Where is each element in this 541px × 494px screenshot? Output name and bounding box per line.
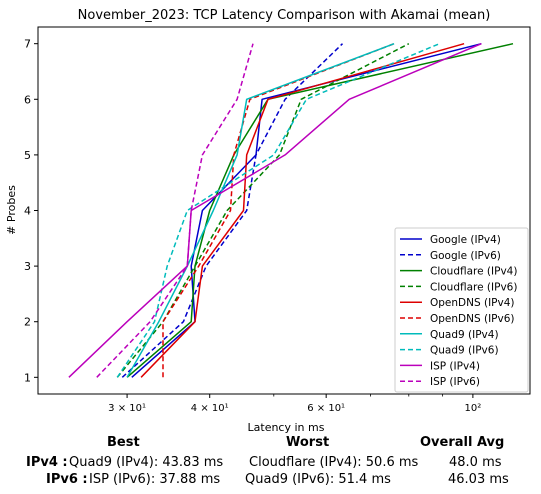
plot-area: 1 2 3 4 5 6 7 3 × 10¹ 4 × 10¹ 6 × 10¹ 10² — [24, 26, 531, 414]
legend-box — [394, 227, 529, 393]
legend-label: OpenDNS (IPv6) — [430, 313, 515, 325]
x-tick-label: 10² — [465, 403, 482, 414]
x-axis-label: Latency in ms — [248, 421, 325, 434]
legend-label: ISP (IPv4) — [430, 360, 480, 372]
legend-label: Google (IPv4) — [430, 234, 501, 246]
y-tick-label: 5 — [24, 149, 31, 162]
series-line-5 — [162, 43, 395, 378]
legend: Google (IPv4) Google (IPv6) Cloudflare (IP… — [394, 227, 529, 393]
legend-label: Quad9 (IPv6) — [430, 345, 499, 357]
y-tick-label: 4 — [24, 205, 31, 218]
legend-label: Cloudflare (IPv6) — [430, 281, 517, 293]
x-tick-label: 6 × 10¹ — [307, 403, 345, 414]
y-tick-label: 7 — [24, 38, 31, 51]
y-tick-label: 1 — [24, 371, 31, 384]
series-line-6 — [126, 42, 395, 378]
x-tick-label: 3 × 10¹ — [108, 403, 146, 414]
legend-label: ISP (IPv6) — [430, 376, 480, 388]
x-tick-label: 4 × 10¹ — [191, 403, 229, 414]
legend-label: Cloudflare (IPv4) — [430, 266, 517, 278]
series-line-9 — [96, 43, 254, 378]
y-tick-label: 6 — [24, 93, 31, 106]
series-line-1 — [121, 43, 344, 378]
series-line-8 — [68, 43, 482, 378]
legend-label: OpenDNS (IPv4) — [430, 297, 515, 309]
legend-label: Quad9 (IPv4) — [430, 329, 499, 341]
series-line-3 — [116, 43, 410, 378]
y-tick-label: 2 — [24, 316, 31, 329]
legend-label: Google (IPv6) — [430, 250, 501, 262]
chart-title: November_2023: TCP Latency Comparison wi… — [78, 8, 491, 23]
y-tick-label: 3 — [24, 260, 31, 273]
y-axis-label: # Probes — [5, 185, 18, 235]
series-line-7 — [116, 43, 440, 378]
series-line-4 — [140, 42, 465, 378]
